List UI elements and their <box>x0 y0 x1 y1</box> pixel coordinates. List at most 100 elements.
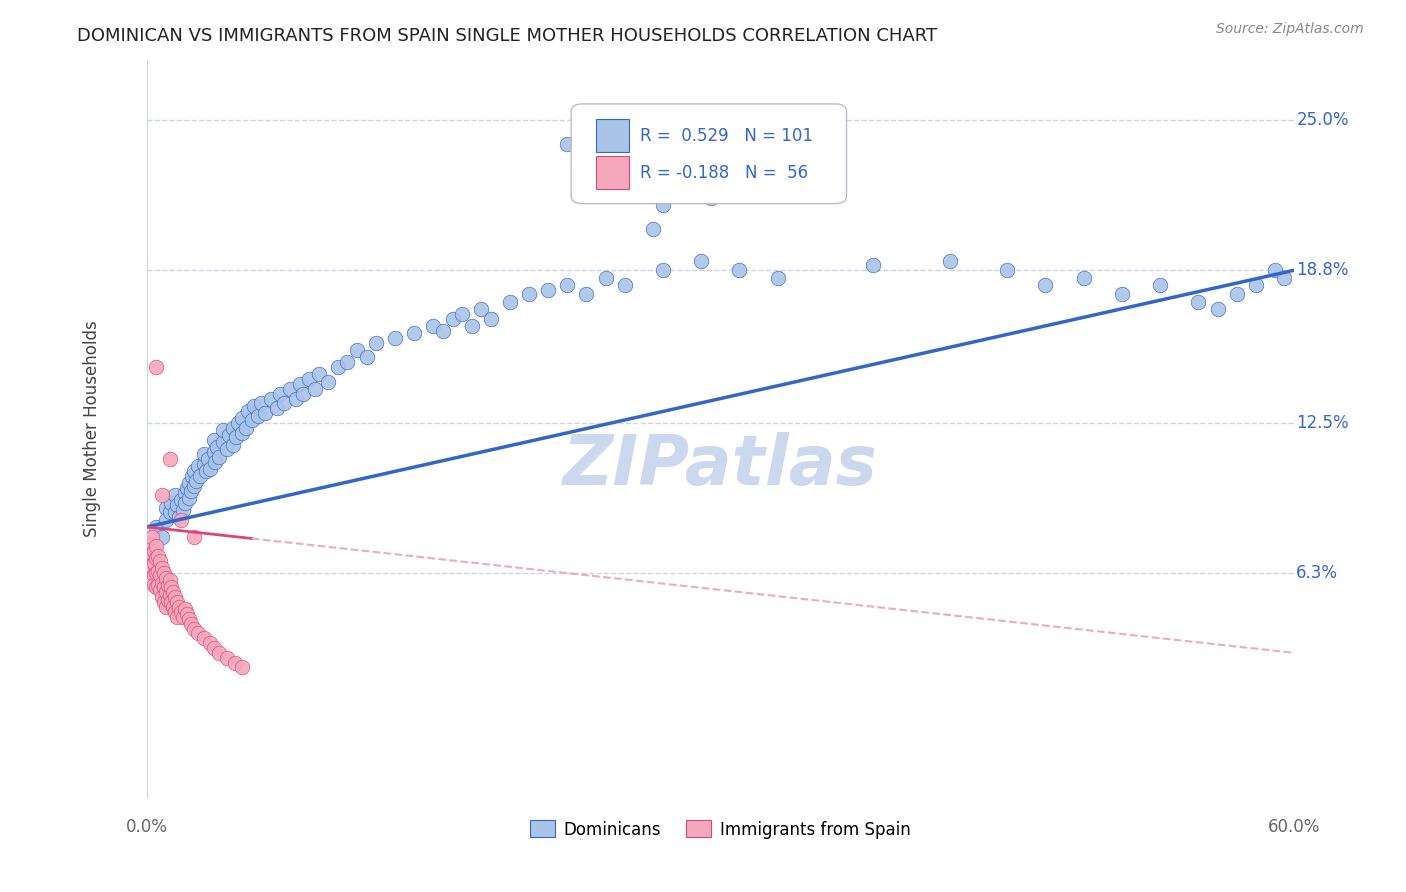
Point <box>613 277 636 292</box>
Point <box>862 259 884 273</box>
Point <box>236 403 259 417</box>
Point <box>292 386 315 401</box>
Point <box>202 445 225 459</box>
Point <box>202 433 225 447</box>
Point <box>156 592 179 607</box>
Point <box>254 406 277 420</box>
Point <box>153 566 176 580</box>
Point <box>165 605 187 619</box>
Bar <box>596 119 628 153</box>
Point <box>202 640 225 655</box>
Point <box>165 590 187 604</box>
Point <box>145 581 167 595</box>
Point <box>356 351 378 365</box>
Point <box>181 469 204 483</box>
Point <box>176 481 198 495</box>
Point <box>235 420 257 434</box>
Point <box>212 435 235 450</box>
Text: 6.3%: 6.3% <box>1296 564 1339 582</box>
Point <box>260 392 283 406</box>
Point <box>212 423 235 437</box>
Point <box>167 510 190 524</box>
Point <box>728 263 751 277</box>
Point <box>652 198 675 212</box>
Point <box>177 491 200 505</box>
Point <box>690 166 713 180</box>
Point <box>155 599 177 614</box>
Point <box>155 585 177 599</box>
Point <box>187 626 209 640</box>
Point <box>278 382 301 396</box>
Point <box>939 253 962 268</box>
Point <box>150 488 173 502</box>
Point <box>145 360 167 375</box>
Point <box>690 253 713 268</box>
Point <box>176 607 198 621</box>
Point <box>143 544 166 558</box>
Point <box>156 578 179 592</box>
Point <box>167 599 190 614</box>
Point <box>198 462 221 476</box>
Point <box>557 137 579 152</box>
Point <box>316 375 339 389</box>
FancyBboxPatch shape <box>571 103 846 203</box>
Point <box>146 549 169 563</box>
Point <box>709 181 731 195</box>
Point <box>364 335 387 350</box>
Point <box>188 469 211 483</box>
Point <box>145 551 167 566</box>
Point <box>298 372 321 386</box>
Point <box>231 425 253 440</box>
Text: 12.5%: 12.5% <box>1296 414 1348 432</box>
Point <box>250 396 273 410</box>
Legend: Dominicans, Immigrants from Spain: Dominicans, Immigrants from Spain <box>523 814 917 846</box>
Point <box>177 612 200 626</box>
Point <box>160 581 183 595</box>
Point <box>384 331 406 345</box>
Point <box>240 413 263 427</box>
Point <box>173 486 195 500</box>
Point <box>575 287 598 301</box>
Point <box>595 270 617 285</box>
Point <box>149 582 172 597</box>
Point <box>172 609 194 624</box>
Point <box>326 360 349 375</box>
Point <box>652 263 675 277</box>
Point <box>308 368 330 382</box>
Point <box>671 149 693 163</box>
Point <box>159 573 181 587</box>
Point <box>170 493 193 508</box>
Point <box>269 386 291 401</box>
Point <box>183 464 205 478</box>
Point <box>404 326 426 341</box>
Point <box>197 452 219 467</box>
Point <box>139 537 162 551</box>
Point <box>460 318 482 333</box>
Point <box>155 571 177 585</box>
Point <box>766 270 789 285</box>
Point <box>143 556 166 570</box>
Point <box>159 452 181 467</box>
Point <box>432 324 454 338</box>
Point <box>180 616 202 631</box>
Point <box>150 561 173 575</box>
Point <box>643 222 665 236</box>
Point <box>143 578 166 592</box>
Point <box>422 318 444 333</box>
Point <box>194 464 217 478</box>
Point <box>145 566 167 580</box>
Point <box>499 294 522 309</box>
Point <box>208 646 231 660</box>
Point <box>1187 294 1209 309</box>
Point <box>162 599 184 614</box>
Point <box>186 474 208 488</box>
Point <box>1035 277 1057 292</box>
Point <box>441 311 464 326</box>
Point <box>162 585 184 599</box>
Point <box>208 450 231 464</box>
Point <box>153 595 176 609</box>
Point <box>143 568 166 582</box>
Point <box>172 503 194 517</box>
Point <box>145 539 167 553</box>
Text: DOMINICAN VS IMMIGRANTS FROM SPAIN SINGLE MOTHER HOUSEHOLDS CORRELATION CHART: DOMINICAN VS IMMIGRANTS FROM SPAIN SINGL… <box>77 27 938 45</box>
